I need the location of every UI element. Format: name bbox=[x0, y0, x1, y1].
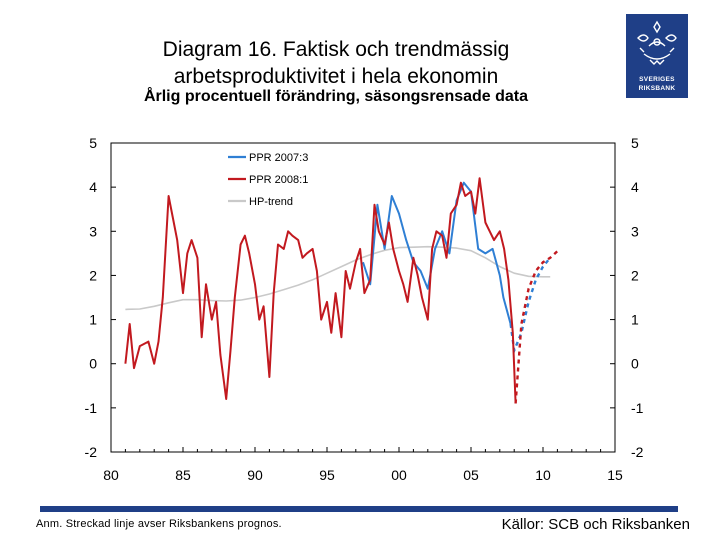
y-tick-label-right: 5 bbox=[631, 135, 639, 151]
x-tick-label: 10 bbox=[535, 467, 551, 483]
chart-title: Diagram 16. Faktisk och trendmässig arbe… bbox=[0, 36, 672, 90]
y-tick-label-right: 3 bbox=[631, 223, 639, 239]
x-tick-label: 80 bbox=[103, 467, 119, 483]
y-tick-label-left: 1 bbox=[89, 312, 97, 328]
series-ppr-2008-1-line bbox=[124, 177, 517, 404]
series-ppr-2007-3-line bbox=[362, 181, 512, 325]
series-ppr-2008-1-forecast bbox=[514, 250, 559, 404]
legend-ppr-2008-1-label: PPR 2008:1 bbox=[249, 174, 308, 186]
title-line-2: arbetsproduktivitet i hela ekonomin bbox=[173, 65, 499, 88]
y-tick-label-left: 5 bbox=[89, 135, 97, 151]
title-line-1: Diagram 16. Faktisk och trendmässig bbox=[162, 38, 510, 61]
series-hp-trend-line bbox=[125, 245, 551, 311]
legend-ppr-2007-3-label: PPR 2007:3 bbox=[249, 152, 308, 164]
logo-line-1: SVERIGES bbox=[639, 76, 675, 83]
y-tick-label-left: -2 bbox=[85, 444, 98, 460]
y-tick-label-right: 1 bbox=[631, 312, 639, 328]
footer-bar bbox=[40, 506, 678, 512]
footnote: Anm. Streckad linje avser Riksbankens pr… bbox=[36, 518, 282, 530]
source-text: Källor: SCB och Riksbanken bbox=[501, 516, 690, 533]
riksbank-logo: SVERIGES RIKSBANK bbox=[626, 14, 688, 98]
x-tick-label: 90 bbox=[247, 467, 263, 483]
y-tick-label-right: 2 bbox=[631, 267, 639, 283]
logo-line-2: RIKSBANK bbox=[638, 85, 676, 92]
y-tick-label-left: 4 bbox=[89, 179, 97, 195]
x-tick-label: 95 bbox=[319, 467, 335, 483]
x-tick-label: 85 bbox=[175, 467, 191, 483]
y-tick-label-left: 3 bbox=[89, 223, 97, 239]
y-tick-label-right: 0 bbox=[631, 356, 639, 372]
x-tick-label: 00 bbox=[391, 467, 407, 483]
crown-lion-icon bbox=[637, 20, 677, 65]
y-tick-label-left: 0 bbox=[89, 356, 97, 372]
legend-hp-trend-label: HP-trend bbox=[249, 196, 293, 208]
plot-frame bbox=[110, 142, 616, 453]
y-tick-label-left: -1 bbox=[85, 400, 98, 416]
series-ppr-2007-3-forecast bbox=[509, 257, 552, 356]
y-tick-label-right: 4 bbox=[631, 179, 639, 195]
x-tick-label: 05 bbox=[463, 467, 479, 483]
chart-subtitle: Årlig procentuell förändring, säsongsren… bbox=[143, 88, 529, 105]
y-tick-label-left: 2 bbox=[89, 267, 97, 283]
x-tick-label: 15 bbox=[607, 467, 623, 483]
y-tick-label-right: -2 bbox=[631, 444, 644, 460]
y-tick-label-right: -1 bbox=[631, 400, 644, 416]
